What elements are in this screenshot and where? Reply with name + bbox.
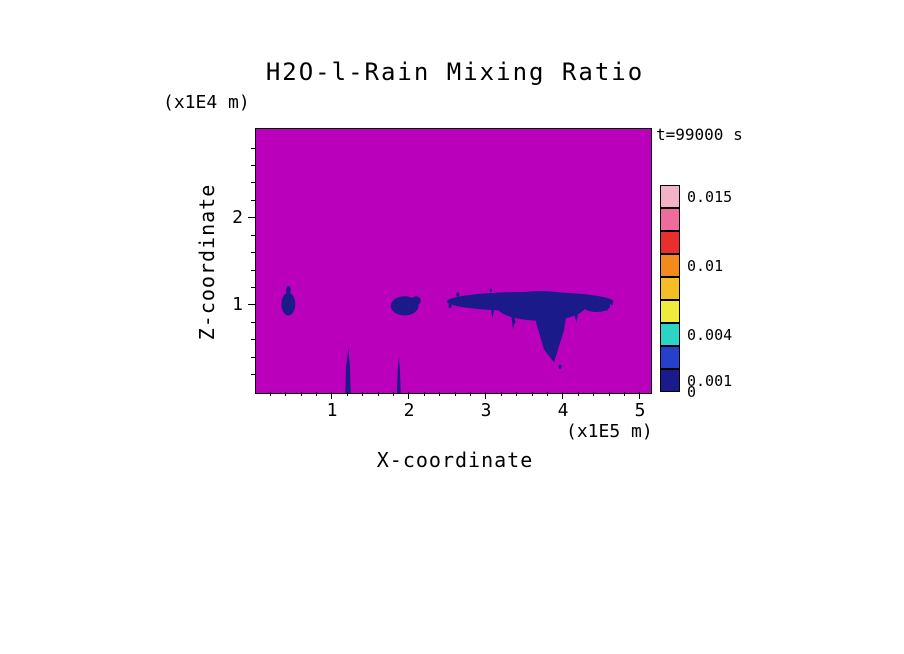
z-tick-label: 1 [232, 293, 243, 315]
x-minor-tick [300, 392, 302, 396]
z-minor-tick [251, 339, 255, 341]
rain-region [448, 303, 452, 309]
x-minor-tick [577, 392, 579, 396]
x-minor-tick [470, 392, 472, 396]
rain-region [456, 292, 460, 297]
x-minor-tick [454, 392, 456, 396]
rain-region [286, 285, 291, 295]
x-minor-tick [608, 392, 610, 396]
z-minor-tick [251, 374, 255, 376]
z-minor-tick [251, 252, 255, 254]
x-minor-tick [423, 392, 425, 396]
z-major-tick [248, 217, 255, 219]
x-tick-label: 2 [403, 400, 415, 421]
colorbar-segment [660, 231, 680, 254]
rain-region [396, 356, 401, 393]
x-minor-tick [547, 392, 549, 396]
rain-region [531, 301, 569, 363]
x-minor-tick [377, 392, 379, 396]
rain-region [610, 301, 613, 305]
rain-field [281, 285, 614, 393]
colorbar-segment [660, 254, 680, 277]
x-minor-tick [593, 392, 595, 396]
x-major-tick [562, 392, 564, 399]
z-minor-tick [251, 147, 255, 149]
colorbar-tick-label: 0.004 [687, 325, 733, 344]
rain-region [512, 319, 516, 324]
rain-region [345, 347, 351, 393]
x-minor-tick [439, 392, 441, 396]
x-minor-tick [269, 392, 271, 396]
z-minor-tick [251, 286, 255, 288]
rain-region [582, 299, 611, 312]
colorbar-segment [660, 185, 680, 208]
z-minor-tick [251, 356, 255, 358]
colorbar-tick-label: 0.015 [687, 187, 733, 206]
x-major-tick [408, 392, 410, 399]
x-minor-tick [516, 392, 518, 396]
x-minor-tick [316, 392, 318, 396]
rain-region [510, 305, 517, 331]
colorbar-tick-label: 0.001 [687, 371, 733, 390]
x-axis-title: X-coordinate [376, 448, 534, 472]
colorbar-segment [660, 369, 680, 392]
chart-title: H2O-l-Rain Mixing Ratio [265, 58, 645, 86]
colorbar-segment [660, 208, 680, 231]
z-minor-tick [251, 321, 255, 323]
rain-region [604, 306, 608, 311]
z-minor-tick [251, 182, 255, 184]
x-minor-tick [531, 392, 533, 396]
x-minor-tick [393, 392, 395, 396]
z-tick-label: 2 [232, 206, 243, 228]
time-annotation: t=99000 s [656, 125, 743, 144]
x-major-tick [639, 392, 641, 399]
x-major-tick [331, 392, 333, 399]
x-tick-label: 1 [326, 400, 338, 421]
x-axis-unit-label: (x1E5 m) [566, 421, 653, 442]
x-minor-tick [362, 392, 364, 396]
colorbar-segment [660, 300, 680, 323]
x-minor-tick [624, 392, 626, 396]
x-major-tick [485, 392, 487, 399]
z-minor-tick [251, 164, 255, 166]
z-major-tick [248, 304, 255, 306]
rain-region [489, 288, 492, 292]
x-tick-label: 4 [557, 400, 569, 421]
rain-region [573, 305, 580, 324]
rain-region [390, 296, 419, 316]
rain-region [411, 296, 421, 305]
x-minor-tick [500, 392, 502, 396]
x-minor-tick [346, 392, 348, 396]
z-axis-unit-label: (x1E4 m) [163, 92, 250, 113]
colorbar-tick-label: 0.01 [687, 256, 724, 275]
colorbar-segment [660, 346, 680, 369]
rain-region [558, 364, 562, 370]
plot-area [255, 128, 652, 394]
z-minor-tick [251, 234, 255, 236]
rain-region [490, 305, 495, 319]
z-minor-tick [251, 199, 255, 201]
x-minor-tick [285, 392, 287, 396]
rain-region [281, 292, 296, 316]
x-tick-label: 5 [634, 400, 646, 421]
colorbar-zero-label: 0 [687, 383, 697, 401]
colorbar-segment [660, 277, 680, 300]
x-tick-label: 3 [480, 400, 492, 421]
z-minor-tick [251, 269, 255, 271]
colorbar-segment [660, 323, 680, 346]
